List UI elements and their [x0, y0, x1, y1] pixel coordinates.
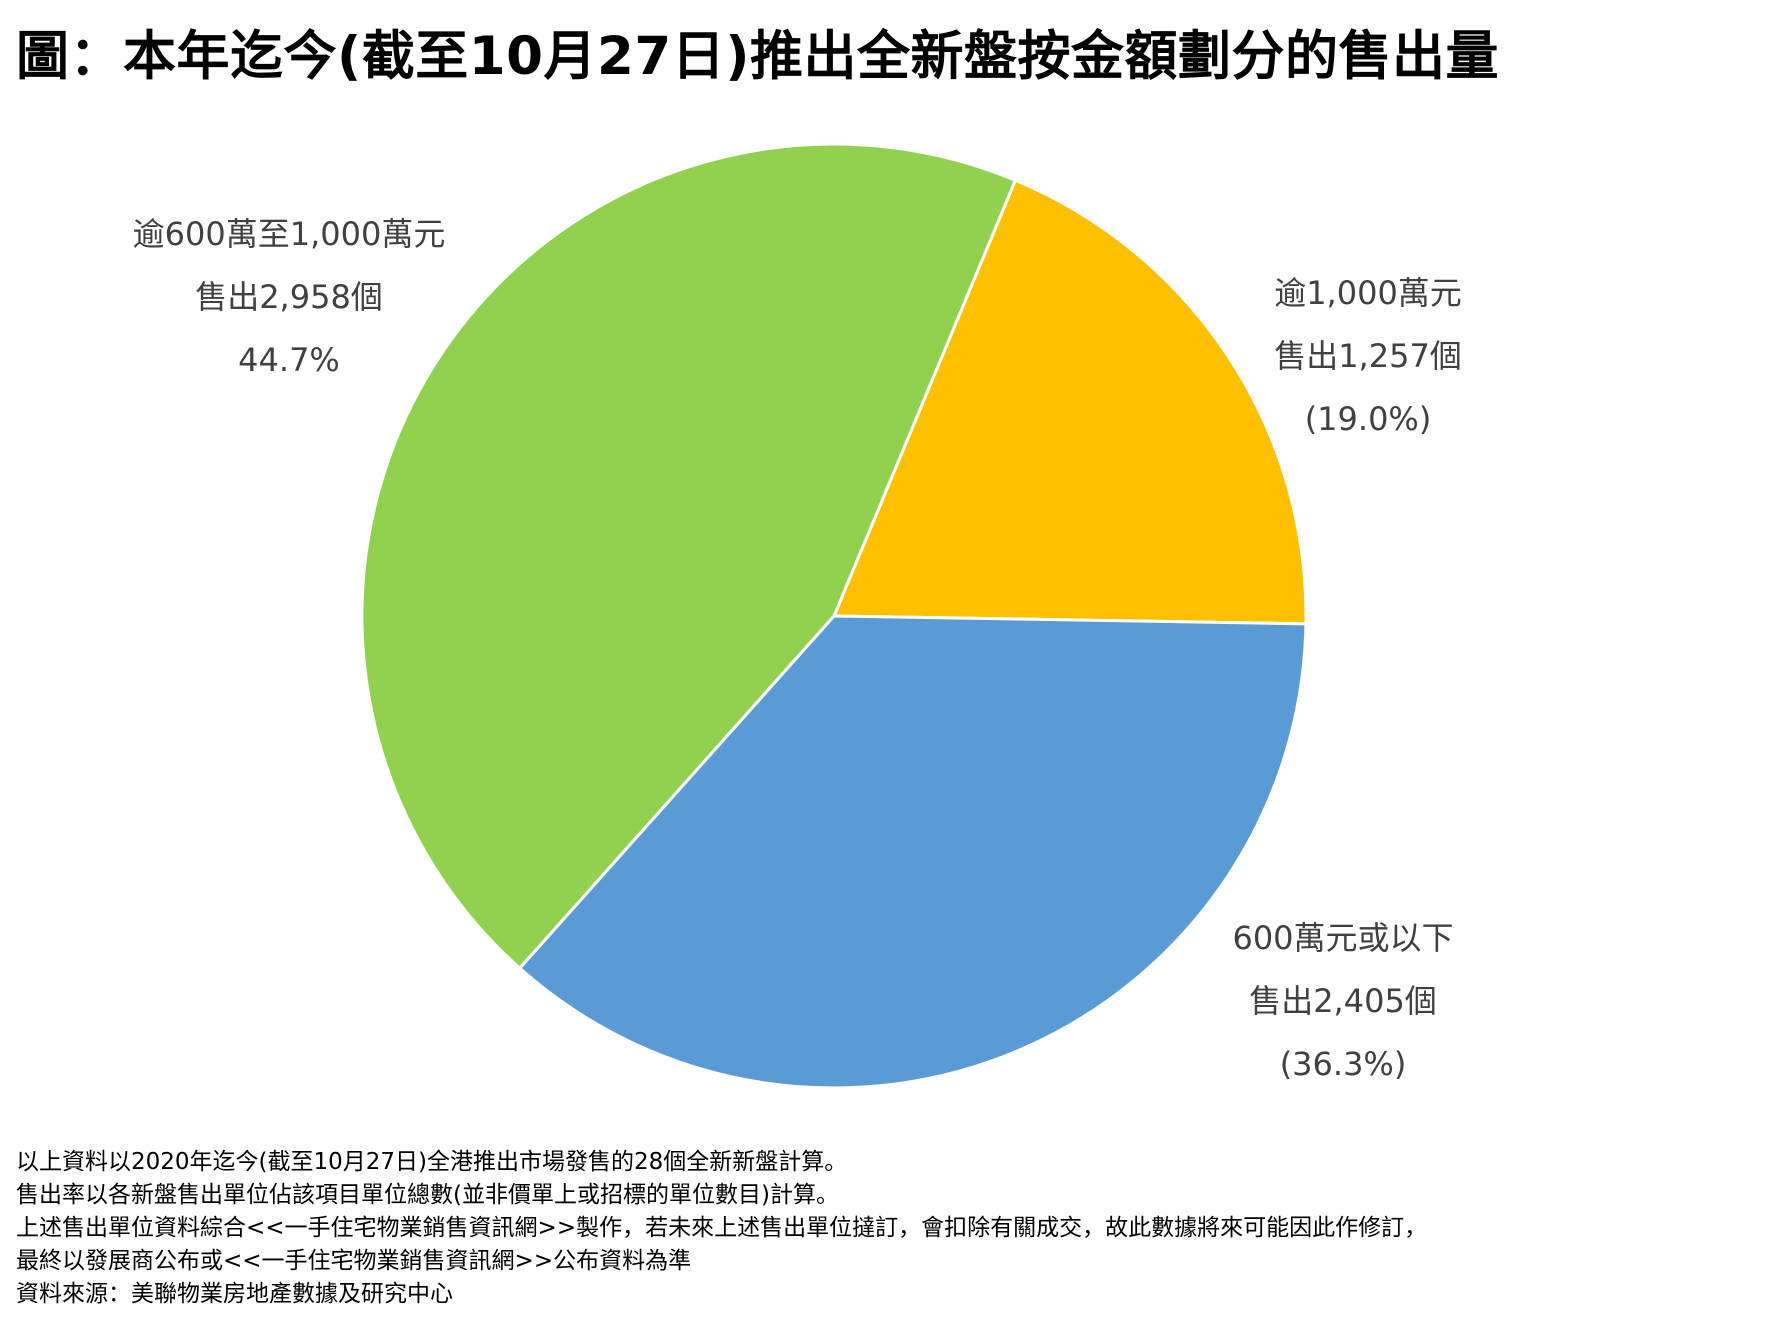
pie-slice-6m-or-below [518, 614, 1308, 1090]
label-over-10m: 逾1,000萬元 售出1,257個 (19.0%) [1258, 262, 1478, 451]
pie-chart [360, 142, 1308, 1090]
label-6m-or-below-percent: (36.3%) [1279, 1045, 1407, 1083]
footnotes: 以上資料以2020年迄今(截至10月27日)全港推出市場發售的28個全新新盤計算… [16, 1146, 1427, 1311]
footnote-line: 上述售出單位資料綜合<<一手住宅物業銷售資訊網>>製作，若未來上述售出單位撻訂，… [16, 1215, 1428, 1241]
footnote-line: 以上資料以2020年迄今(截至10月27日)全港推出市場發售的28個全新新盤計算… [16, 1149, 848, 1175]
label-6m-to-10m-percent: 44.7% [238, 341, 340, 379]
label-6m-or-below: 600萬元或以下 售出2,405個 (36.3%) [1208, 907, 1478, 1096]
label-6m-or-below-name: 600萬元或以下 [1232, 919, 1454, 957]
label-6m-to-10m-name: 逾600萬至1,000萬元 [132, 215, 446, 253]
label-6m-or-below-count: 售出2,405個 [1249, 982, 1437, 1020]
label-6m-to-10m-count: 售出2,958個 [195, 278, 383, 316]
footnote-line: 售出率以各新盤售出單位佔該項目單位總數(並非價單上或招標的單位數目)計算。 [16, 1182, 839, 1208]
pie-slice-6m-to-10m [360, 142, 1017, 970]
chart-area: 逾1,000萬元 售出1,257個 (19.0%) 600萬元或以下 售出2,4… [104, 142, 1478, 1096]
label-over-10m-name: 逾1,000萬元 [1274, 274, 1462, 312]
chart-title: 圖：本年迄今(截至10月27日)推出全新盤按金額劃分的售出量 [16, 26, 1499, 87]
pie-slice-over-10m [832, 178, 1308, 626]
footnote-source: 資料來源：美聯物業房地產數據及研究中心 [16, 1281, 453, 1307]
label-over-10m-count: 售出1,257個 [1274, 337, 1462, 375]
label-6m-to-10m: 逾600萬至1,000萬元 售出2,958個 44.7% [104, 203, 474, 392]
footnote-line: 最終以發展商公布或<<一手住宅物業銷售資訊網>>公布資料為準 [16, 1248, 692, 1274]
label-over-10m-percent: (19.0%) [1304, 400, 1432, 438]
